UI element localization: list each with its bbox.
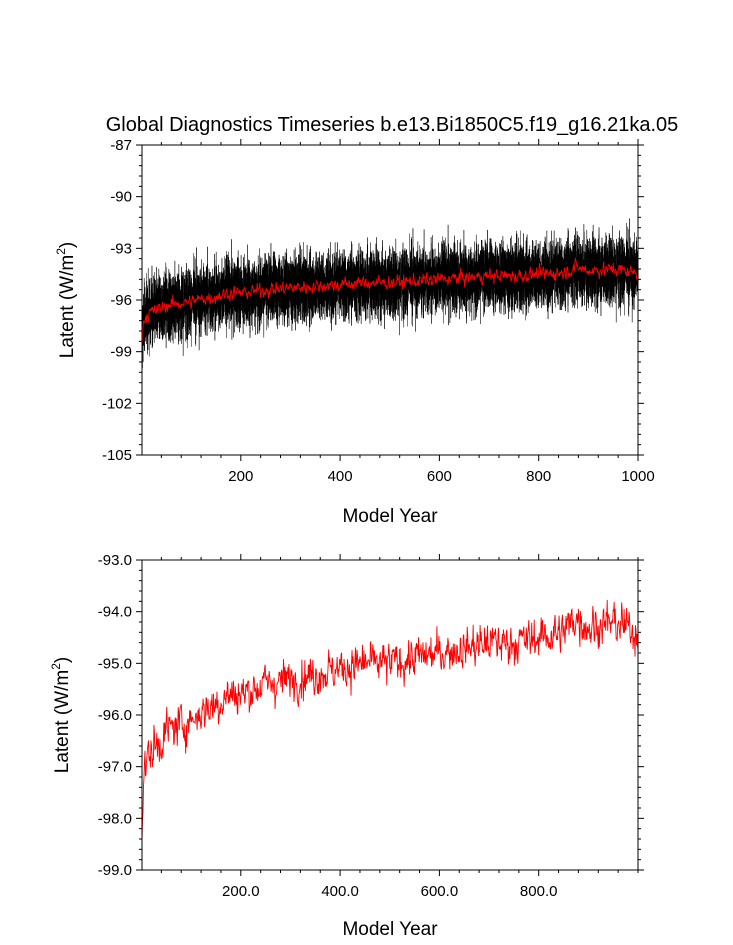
top-xtick-label: 1000 (621, 468, 654, 485)
bottom-xtick-label: 200.0 (222, 883, 260, 900)
bottom-ytick-label: -93.0 (98, 552, 132, 569)
top-series-monthly (141, 218, 639, 368)
bottom-ytick-label: -96.0 (98, 707, 132, 724)
top-ytick-label: -87 (110, 137, 132, 154)
bottom-plot-frame (141, 559, 639, 871)
bottom-ytick-label: -99.0 (98, 862, 132, 879)
bottom-series-layer (141, 599, 639, 842)
bottom-ytick-label: -95.0 (98, 655, 132, 672)
figure-title: Global Diagnostics Timeseries b.e13.Bi18… (106, 114, 679, 136)
top-y-axis-label-end: ) (57, 242, 78, 248)
top-y-axis-label: Latent (W/m2) (54, 242, 78, 359)
bottom-xtick-label: 800.0 (520, 883, 558, 900)
top-ytick-label: -105 (102, 447, 132, 464)
top-ytick-label: -99 (110, 344, 132, 361)
top-series-annual-mean (141, 257, 639, 343)
bottom-y-axis-label-main: Latent (W/m (52, 670, 73, 773)
top-ytick-label: -93 (110, 240, 132, 257)
top-ytick-label: -90 (110, 189, 132, 206)
bottom-y-axis-label-end: ) (52, 657, 73, 663)
top-xtick-label: 200 (228, 468, 253, 485)
top-xtick-label: 400 (328, 468, 353, 485)
bottom-ticks: -99.0 -98.0 -97.0 -96.0 -95.0 -94.0 -93.0 200.0… (98, 552, 644, 900)
top-ytick-label: -102 (102, 395, 132, 412)
bottom-ytick-label: -98.0 (98, 810, 132, 827)
bottom-x-axis-label: Model Year (342, 919, 438, 940)
bottom-panel: -99.0 -98.0 -97.0 -96.0 -95.0 -94.0 -93.0 200.0… (49, 552, 644, 940)
top-ticks: -105 -102 -99 -96 -93 -90 -87 200 400 600 800 1000 (102, 137, 655, 485)
top-xtick-label: 600 (427, 468, 452, 485)
bottom-y-axis-label-sup: 2 (49, 663, 63, 670)
top-y-axis-label-main: Latent (W/m (57, 255, 78, 358)
bottom-xtick-label: 600.0 (421, 883, 459, 900)
top-xtick-label: 800 (526, 468, 551, 485)
bottom-ytick-label: -94.0 (98, 604, 132, 621)
top-y-axis-label-sup: 2 (54, 248, 68, 255)
bottom-xtick-label: 400.0 (321, 883, 359, 900)
bottom-series-annual-mean (141, 599, 639, 842)
top-series-layer (141, 218, 639, 368)
bottom-y-axis-label: Latent (W/m2) (49, 657, 73, 774)
top-x-axis-label: Model Year (342, 506, 438, 527)
top-ytick-label: -96 (110, 292, 132, 309)
bottom-ytick-label: -97.0 (98, 759, 132, 776)
